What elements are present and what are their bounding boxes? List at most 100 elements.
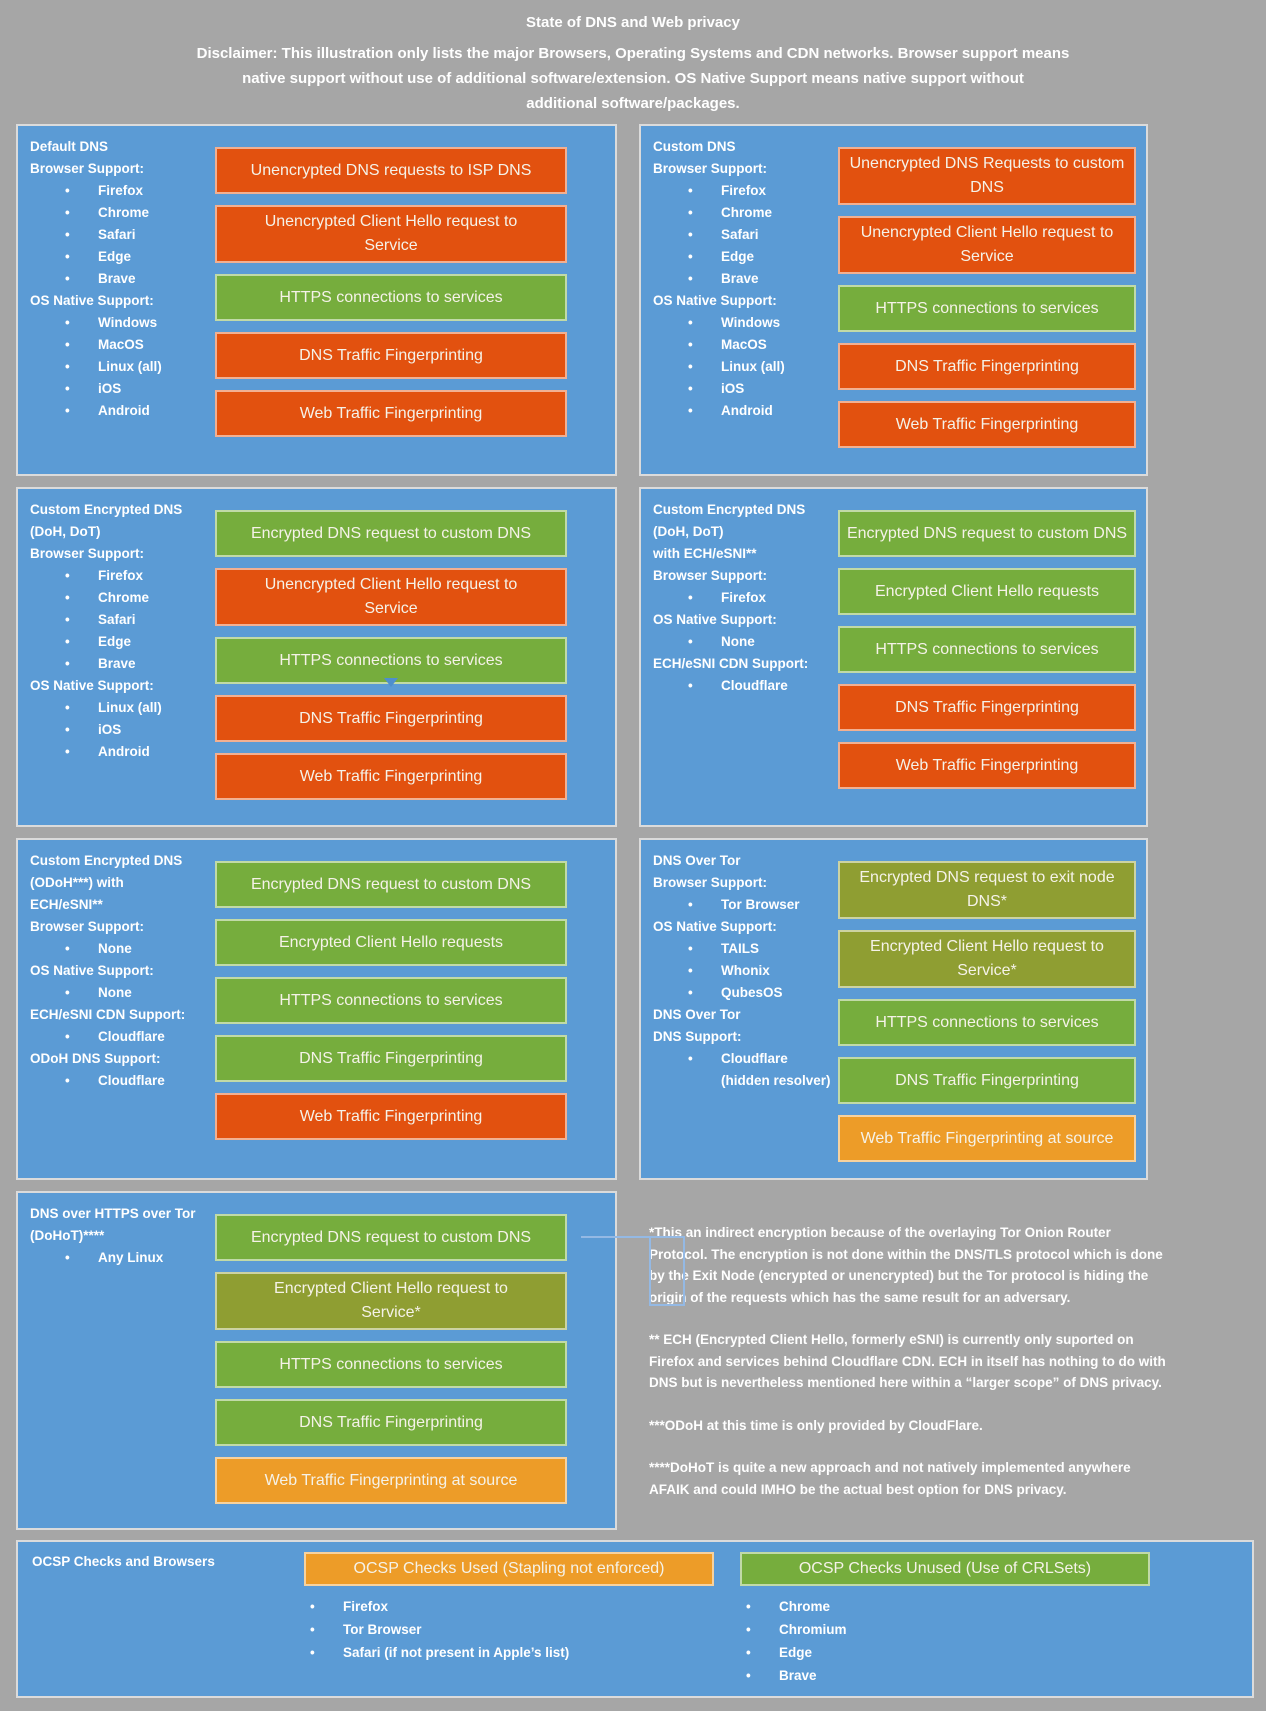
bullet-icon: • [746,1599,751,1614]
callout-connector-line [581,1236,651,1238]
status-box: DNS Traffic Fingerprinting [215,695,567,742]
list-item: • Chromium [746,1618,1150,1641]
bullet-icon: • [310,1622,315,1637]
support-item-label: TAILS [721,941,759,956]
ocsp-group: OCSP Checks Unused (Use of CRLSets) • Chro… [740,1552,1150,1686]
status-box: Encrypted DNS request to custom DNS [215,510,567,557]
panel-title: Custom Encrypted DNS (DoH, DoT) [30,502,183,539]
support-item-label: Safari [98,612,136,627]
bullet-icon: • [310,1599,315,1614]
bullet-icon: • [65,183,70,198]
footnotes-block: *This an indirect encryption because of … [581,1191,1250,1530]
status-box: Web Traffic Fingerprinting [215,753,567,800]
bullet-icon: • [746,1645,751,1660]
support-item: • Linux (all) [688,356,838,378]
support-item: • None [688,631,838,653]
panel-title: Custom Encrypted DNS (DoH, DoT) with ECH… [653,502,806,561]
bullet-icon: • [688,381,693,396]
support-item: • Cloudflare (hidden resolver) [688,1048,838,1092]
status-box: Unencrypted DNS Requests to custom DNS [838,147,1136,205]
footnote: ** ECH (Encrypted Client Hello, formerly… [649,1332,1166,1390]
panel-info: DNS Over Tor Browser Support: • Tor Browser… [653,848,838,1170]
bullet-icon: • [65,722,70,737]
status-box: Encrypted DNS request to exit node DNS* [838,861,1136,919]
support-item: • Any Linux [65,1247,215,1269]
support-item-label: Brave [98,656,136,671]
ocsp-group-header: OCSP Checks Used (Stapling not enforced) [304,1552,714,1586]
support-item: • Edge [65,246,215,268]
status-box: HTTPS connections to services [215,977,567,1024]
support-item-label: Linux (all) [721,359,785,374]
status-box-list: Encrypted DNS request to custom DNS Unenc… [215,497,567,817]
support-item-label: None [98,941,132,956]
support-item: • TAILS [688,938,838,960]
panel-row-1: Default DNS Browser Support: • Firefox • Chro… [16,124,1250,476]
status-box: DNS Traffic Fingerprinting [838,684,1136,731]
bullet-icon: • [65,315,70,330]
status-box-list: Encrypted DNS request to custom DNS Encry… [838,497,1136,817]
list-item: • Firefox [310,1595,714,1618]
support-item-label: Tor Browser [721,897,800,912]
footnote: *This an indirect encryption because of … [649,1225,1163,1305]
footnote: ***ODoH at this time is only provided by… [649,1417,983,1433]
support-item-label: Firefox [721,590,767,605]
support-item-label: Chrome [98,205,150,220]
support-item: • iOS [688,378,838,400]
bullet-icon: • [688,634,693,649]
ocsp-title: OCSP Checks and Browsers [32,1554,215,1569]
status-box: Unencrypted Client Hello request to Serv… [215,568,567,626]
list-item: • Brave [746,1664,1150,1687]
support-section-label: OS Native Support: [30,678,154,693]
bullet-icon: • [688,271,693,286]
status-box: HTTPS connections to services [215,637,567,684]
bullet-icon: • [310,1645,315,1660]
support-section-label: Browser Support: [653,875,768,890]
support-item-label: Windows [98,315,158,330]
bullet-icon: • [688,897,693,912]
support-item-label: MacOS [98,337,144,352]
bullet-icon: • [688,963,693,978]
support-item-label: None [98,985,132,1000]
bullet-icon: • [65,590,70,605]
bullet-icon: • [688,315,693,330]
status-box: Encrypted DNS request to custom DNS [838,510,1136,557]
support-item: • Android [688,400,838,422]
support-item: • Cloudflare [65,1026,215,1048]
status-box: Encrypted Client Hello request to Servic… [215,1272,567,1330]
status-box: Web Traffic Fingerprinting [215,1093,567,1140]
bullet-icon: • [65,634,70,649]
support-section-label: OS Native Support: [653,612,777,627]
support-section-label: Browser Support: [653,568,768,583]
support-item-label: Linux (all) [98,700,162,715]
support-item: • Windows [688,312,838,334]
support-item: • Chrome [688,202,838,224]
support-item: • MacOS [65,334,215,356]
support-section-label: Browser Support: [30,546,145,561]
status-box: Encrypted Client Hello requests [838,568,1136,615]
bullet-icon: • [688,403,693,418]
support-item: • Whonix [688,960,838,982]
bullet-icon: • [65,205,70,220]
bullet-icon: • [688,678,693,693]
bullet-icon: • [688,183,693,198]
bullet-icon: • [688,985,693,1000]
bullet-icon: • [65,656,70,671]
support-item: • Brave [65,653,215,675]
support-item: • Firefox [65,565,215,587]
support-section-label: OS Native Support: [30,293,154,308]
list-item: • Chrome [746,1595,1150,1618]
support-item-label: Chrome [98,590,150,605]
status-box: HTTPS connections to services [215,1341,567,1388]
list-item-label: Edge [779,1645,813,1660]
status-box: DNS Traffic Fingerprinting [215,332,567,379]
support-item-label: iOS [98,722,122,737]
bullet-icon: • [688,359,693,374]
footnote-list: *This an indirect encryption because of … [649,1222,1246,1500]
support-item-label: Firefox [721,183,767,198]
panel-info: Custom Encrypted DNS (DoH, DoT) Browser S… [30,497,215,817]
status-box: Web Traffic Fingerprinting [838,742,1136,789]
bullet-icon: • [688,590,693,605]
panel-dns-over-tor: DNS Over Tor Browser Support: • Tor Browser… [639,838,1148,1180]
status-box: Unencrypted Client Hello request to Serv… [215,205,567,263]
